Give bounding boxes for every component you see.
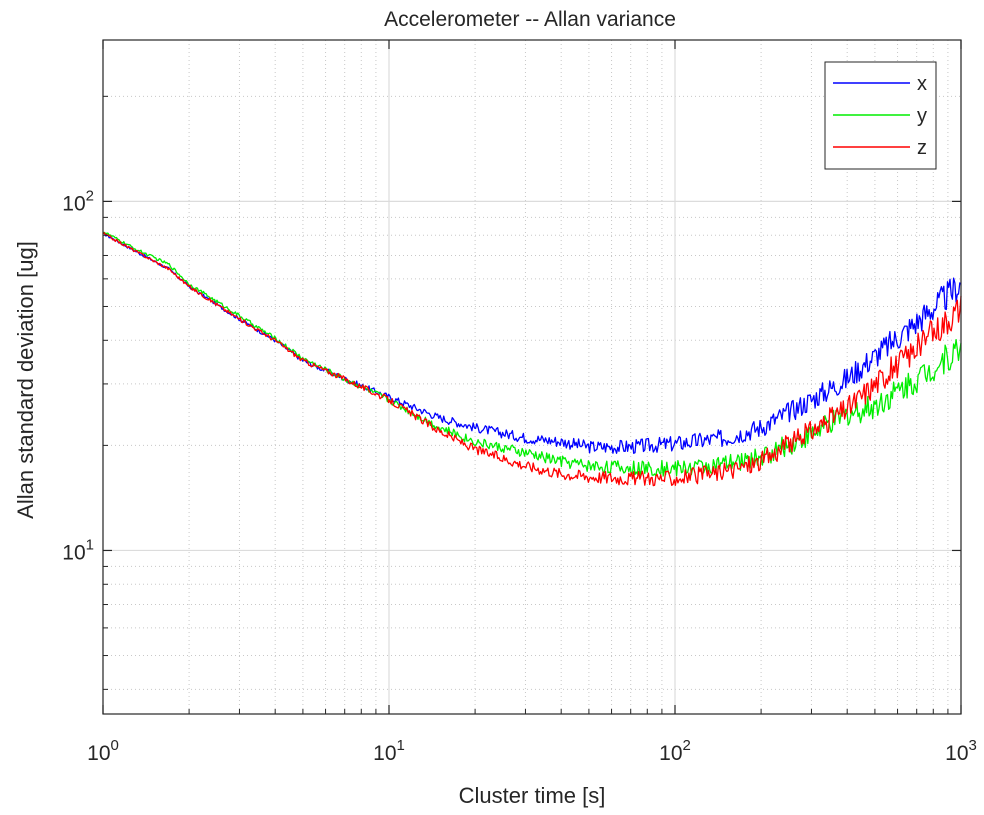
- y-tick-label: 101: [62, 536, 94, 564]
- legend-label-x: x: [917, 73, 927, 95]
- axes-box: [102, 39, 962, 715]
- y-tick-label-exponent: 1: [86, 536, 94, 553]
- x-tick-label-base: 10: [373, 742, 396, 765]
- y-tick-label-base: 10: [62, 192, 85, 215]
- x-tick-label: 102: [659, 737, 691, 765]
- x-tick-label-base: 10: [87, 742, 110, 765]
- series-line-z: [102, 232, 962, 487]
- y-tick-label: 102: [62, 187, 94, 215]
- x-tick-label: 103: [945, 737, 977, 765]
- legend-label-y: y: [917, 105, 927, 127]
- y-tick-label-exponent: 2: [86, 187, 94, 204]
- x-tick-label: 101: [373, 737, 405, 765]
- axes-background: [103, 40, 961, 714]
- plot-area: [102, 39, 962, 715]
- x-tick-label-exponent: 2: [683, 737, 691, 754]
- x-tick-label-base: 10: [659, 742, 682, 765]
- x-tick-label-exponent: 0: [111, 737, 119, 754]
- y-tick-label-base: 10: [62, 541, 85, 564]
- x-axis-label: Cluster time [s]: [459, 783, 606, 808]
- series-line-y: [102, 231, 962, 477]
- x-tick-label-base: 10: [945, 742, 968, 765]
- chart-title: Accelerometer -- Allan variance: [384, 8, 676, 31]
- legend-label-z: z: [917, 137, 927, 159]
- y-axis-label: Allan standard deviation [ug]: [13, 241, 38, 519]
- x-tick-label: 100: [87, 737, 119, 765]
- x-tick-label-exponent: 1: [397, 737, 405, 754]
- x-tick-label-exponent: 3: [969, 737, 977, 754]
